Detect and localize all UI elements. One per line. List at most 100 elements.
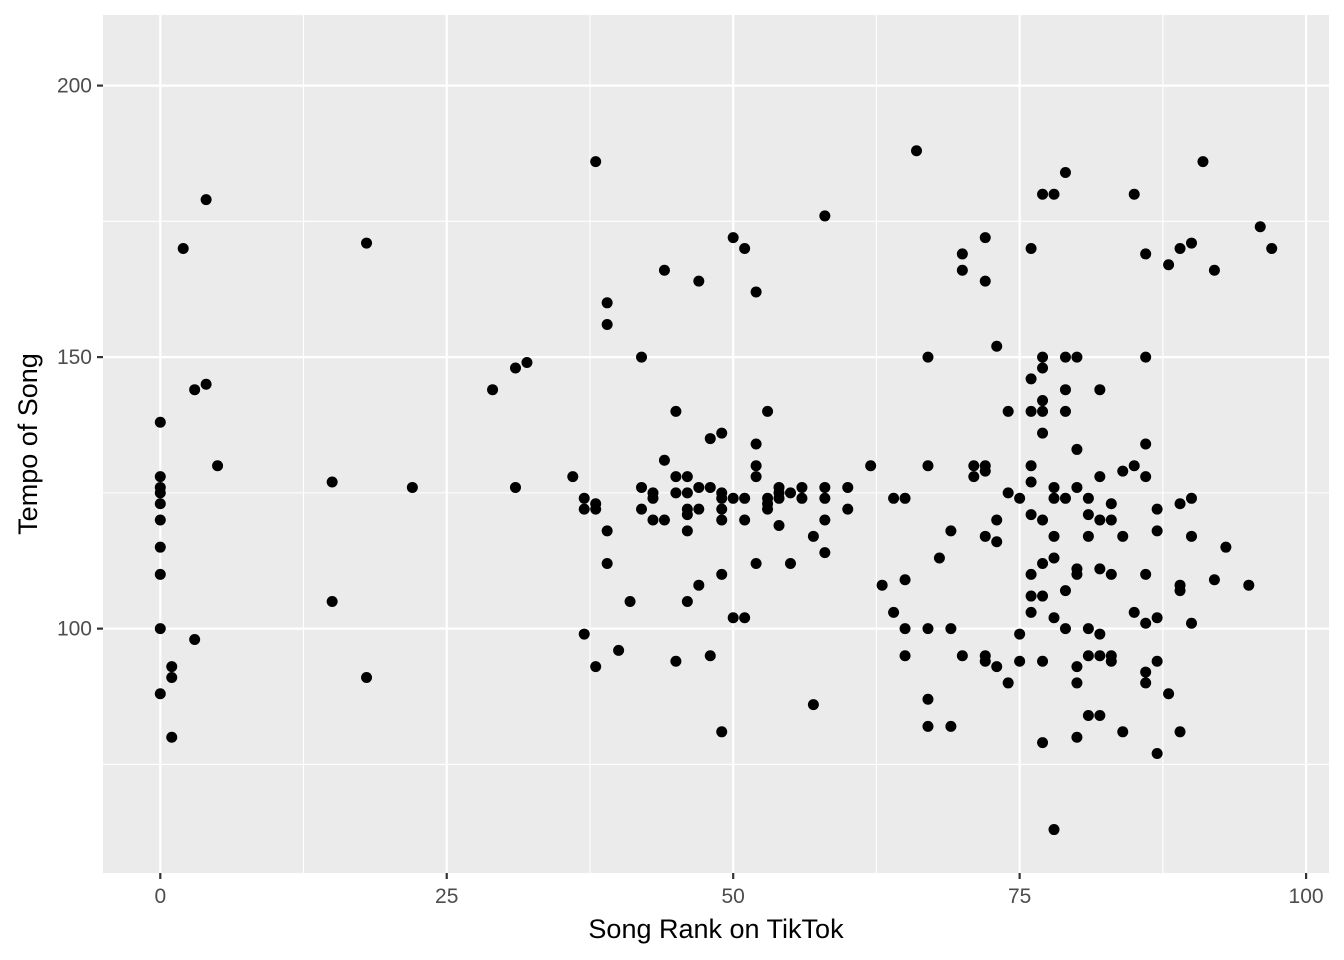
data-point — [1025, 405, 1037, 417]
data-point — [922, 351, 934, 363]
data-point — [968, 471, 980, 483]
data-point — [1163, 259, 1175, 271]
data-point — [1082, 492, 1094, 504]
data-point — [1082, 623, 1094, 635]
data-point — [154, 514, 166, 526]
data-point — [1105, 568, 1117, 580]
data-point — [739, 243, 751, 255]
data-point — [1071, 731, 1083, 743]
data-point — [1048, 530, 1060, 542]
data-point — [773, 519, 785, 531]
data-point — [1174, 585, 1186, 597]
data-point — [716, 726, 728, 738]
y-axis-title: Tempo of Song — [13, 353, 43, 535]
data-point — [601, 319, 613, 331]
x-axis-title: Song Rank on TikTok — [588, 914, 844, 944]
data-point — [899, 492, 911, 504]
data-point — [1140, 617, 1152, 629]
data-point — [1002, 405, 1014, 417]
data-point — [922, 623, 934, 635]
data-point — [1059, 492, 1071, 504]
data-point — [1117, 726, 1129, 738]
data-point — [1037, 405, 1049, 417]
data-point — [1037, 737, 1049, 749]
data-point — [1105, 498, 1117, 510]
data-point — [1082, 509, 1094, 521]
data-point — [658, 264, 670, 276]
data-point — [1014, 628, 1026, 640]
y-tick-label: 100 — [57, 618, 92, 641]
data-point — [1059, 384, 1071, 396]
data-point — [200, 378, 212, 390]
data-point — [991, 514, 1003, 526]
data-point — [899, 650, 911, 662]
data-point — [624, 595, 636, 607]
data-point — [636, 351, 648, 363]
data-point — [1071, 481, 1083, 493]
data-point — [1105, 514, 1117, 526]
data-point — [154, 498, 166, 510]
data-point — [590, 661, 602, 673]
data-point — [154, 568, 166, 580]
data-point — [796, 481, 808, 493]
data-point — [1094, 563, 1106, 575]
data-point — [899, 574, 911, 586]
data-point — [658, 514, 670, 526]
data-point — [1151, 748, 1163, 760]
data-point — [991, 340, 1003, 352]
data-point — [361, 237, 373, 249]
data-point — [1094, 628, 1106, 640]
data-point — [888, 492, 900, 504]
y-axis: 100 150 200 — [57, 75, 103, 641]
data-point — [1140, 677, 1152, 689]
data-point — [601, 557, 613, 569]
data-point — [956, 650, 968, 662]
data-point — [1025, 509, 1037, 521]
data-point — [166, 731, 178, 743]
data-point — [670, 405, 682, 417]
data-point — [1094, 384, 1106, 396]
data-point — [1002, 487, 1014, 499]
data-point — [739, 612, 751, 624]
data-point — [1208, 264, 1220, 276]
x-tick-label: 100 — [1289, 885, 1324, 908]
data-point — [590, 503, 602, 515]
data-point — [1037, 557, 1049, 569]
data-point — [1025, 243, 1037, 255]
data-point — [716, 503, 728, 515]
data-point — [933, 552, 945, 564]
data-point — [601, 525, 613, 537]
data-point — [681, 471, 693, 483]
data-point — [1048, 824, 1060, 836]
data-point — [681, 509, 693, 521]
data-point — [1254, 221, 1266, 233]
data-point — [1037, 395, 1049, 407]
data-point — [567, 471, 579, 483]
data-point — [1140, 666, 1152, 678]
data-point — [1048, 492, 1060, 504]
data-point — [1151, 525, 1163, 537]
data-point — [704, 650, 716, 662]
data-point — [1140, 438, 1152, 450]
data-point — [1037, 188, 1049, 200]
data-point — [979, 275, 991, 287]
data-point — [727, 232, 739, 244]
data-point — [956, 264, 968, 276]
data-point — [945, 525, 957, 537]
data-point — [636, 481, 648, 493]
data-point — [1082, 650, 1094, 662]
data-point — [166, 661, 178, 673]
data-point — [750, 286, 762, 298]
data-point — [406, 481, 418, 493]
data-point — [1037, 351, 1049, 363]
data-point — [1174, 243, 1186, 255]
data-point — [979, 232, 991, 244]
data-point — [1071, 351, 1083, 363]
data-point — [750, 471, 762, 483]
data-point — [1163, 688, 1175, 700]
data-point — [991, 536, 1003, 548]
data-point — [578, 628, 590, 640]
data-point — [1140, 351, 1152, 363]
data-point — [693, 579, 705, 591]
data-point — [716, 514, 728, 526]
